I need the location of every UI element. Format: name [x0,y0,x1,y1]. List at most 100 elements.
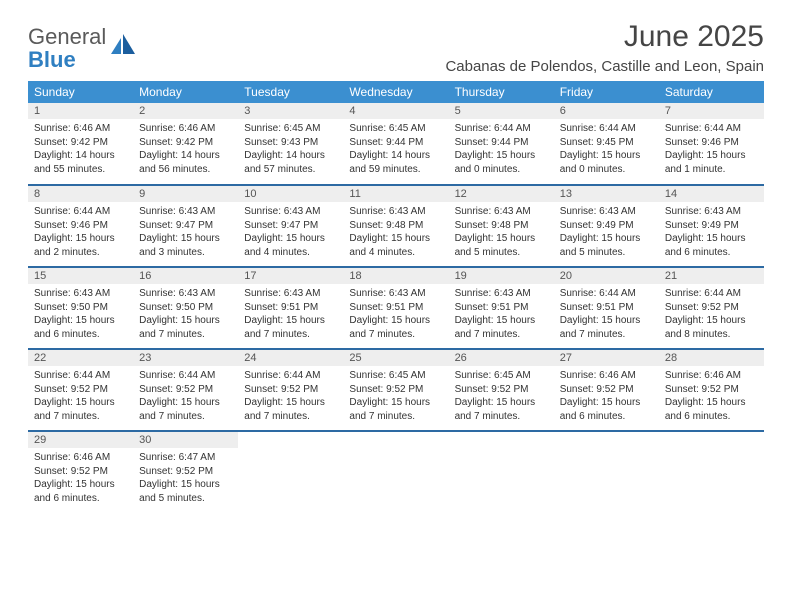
sunrise-line: Sunrise: 6:44 AM [244,369,337,383]
daylight-line: Daylight: 15 hours and 5 minutes. [455,232,548,259]
calendar-cell: 13Sunrise: 6:43 AMSunset: 9:49 PMDayligh… [554,185,659,267]
calendar-cell-empty [659,431,764,513]
day-number: 14 [659,186,764,202]
daylight-line: Daylight: 15 hours and 7 minutes. [139,314,232,341]
sunset-line: Sunset: 9:52 PM [665,383,758,397]
daylight-line: Daylight: 15 hours and 5 minutes. [139,478,232,505]
sunrise-line: Sunrise: 6:44 AM [560,287,653,301]
daylight-line: Daylight: 15 hours and 8 minutes. [665,314,758,341]
day-number: 17 [238,268,343,284]
sunrise-line: Sunrise: 6:46 AM [560,369,653,383]
sunrise-line: Sunrise: 6:45 AM [244,122,337,136]
daylight-line: Daylight: 15 hours and 6 minutes. [665,396,758,423]
sunset-line: Sunset: 9:52 PM [34,383,127,397]
day-details: Sunrise: 6:43 AMSunset: 9:49 PMDaylight:… [659,202,764,263]
calendar-cell-empty [449,431,554,513]
day-number: 13 [554,186,659,202]
day-header-row: SundayMondayTuesdayWednesdayThursdayFrid… [28,81,764,103]
sunrise-line: Sunrise: 6:43 AM [34,287,127,301]
daylight-line: Daylight: 15 hours and 1 minute. [665,149,758,176]
header: General Blue June 2025 Cabanas de Polend… [28,20,764,75]
day-number: 30 [133,432,238,448]
sunrise-line: Sunrise: 6:44 AM [139,369,232,383]
sunset-line: Sunset: 9:45 PM [560,136,653,150]
calendar-week: 1Sunrise: 6:46 AMSunset: 9:42 PMDaylight… [28,103,764,185]
day-header: Monday [133,81,238,103]
calendar-cell: 21Sunrise: 6:44 AMSunset: 9:52 PMDayligh… [659,267,764,349]
sunrise-line: Sunrise: 6:44 AM [560,122,653,136]
calendar-cell-empty [238,431,343,513]
day-header: Thursday [449,81,554,103]
calendar-cell: 1Sunrise: 6:46 AMSunset: 9:42 PMDaylight… [28,103,133,185]
daylight-line: Daylight: 15 hours and 7 minutes. [34,396,127,423]
daylight-line: Daylight: 15 hours and 0 minutes. [560,149,653,176]
day-number: 27 [554,350,659,366]
sunrise-line: Sunrise: 6:43 AM [139,205,232,219]
daylight-line: Daylight: 14 hours and 56 minutes. [139,149,232,176]
sunrise-line: Sunrise: 6:46 AM [34,451,127,465]
day-details: Sunrise: 6:44 AMSunset: 9:46 PMDaylight:… [28,202,133,263]
day-header: Tuesday [238,81,343,103]
sunrise-line: Sunrise: 6:44 AM [455,122,548,136]
day-details: Sunrise: 6:44 AMSunset: 9:44 PMDaylight:… [449,119,554,180]
day-details: Sunrise: 6:45 AMSunset: 9:43 PMDaylight:… [238,119,343,180]
day-number: 3 [238,103,343,119]
sunset-line: Sunset: 9:51 PM [244,301,337,315]
day-number: 11 [343,186,448,202]
day-number: 18 [343,268,448,284]
daylight-line: Daylight: 15 hours and 7 minutes. [455,314,548,341]
day-details: Sunrise: 6:43 AMSunset: 9:49 PMDaylight:… [554,202,659,263]
sunrise-line: Sunrise: 6:43 AM [349,205,442,219]
calendar-cell: 17Sunrise: 6:43 AMSunset: 9:51 PMDayligh… [238,267,343,349]
sunrise-line: Sunrise: 6:43 AM [455,205,548,219]
day-details: Sunrise: 6:44 AMSunset: 9:52 PMDaylight:… [238,366,343,427]
sunset-line: Sunset: 9:48 PM [349,219,442,233]
day-details: Sunrise: 6:44 AMSunset: 9:51 PMDaylight:… [554,284,659,345]
calendar-cell: 24Sunrise: 6:44 AMSunset: 9:52 PMDayligh… [238,349,343,431]
daylight-line: Daylight: 15 hours and 2 minutes. [34,232,127,259]
day-number: 9 [133,186,238,202]
sunrise-line: Sunrise: 6:47 AM [139,451,232,465]
daylight-line: Daylight: 15 hours and 3 minutes. [139,232,232,259]
day-number: 29 [28,432,133,448]
day-number: 23 [133,350,238,366]
sunrise-line: Sunrise: 6:43 AM [349,287,442,301]
daylight-line: Daylight: 15 hours and 7 minutes. [455,396,548,423]
sunset-line: Sunset: 9:52 PM [34,465,127,479]
calendar-cell: 8Sunrise: 6:44 AMSunset: 9:46 PMDaylight… [28,185,133,267]
sunset-line: Sunset: 9:52 PM [560,383,653,397]
calendar-cell: 10Sunrise: 6:43 AMSunset: 9:47 PMDayligh… [238,185,343,267]
daylight-line: Daylight: 14 hours and 59 minutes. [349,149,442,176]
day-number: 5 [449,103,554,119]
day-details: Sunrise: 6:44 AMSunset: 9:52 PMDaylight:… [133,366,238,427]
sunrise-line: Sunrise: 6:46 AM [665,369,758,383]
daylight-line: Daylight: 15 hours and 6 minutes. [560,396,653,423]
day-details: Sunrise: 6:43 AMSunset: 9:50 PMDaylight:… [133,284,238,345]
calendar-cell: 22Sunrise: 6:44 AMSunset: 9:52 PMDayligh… [28,349,133,431]
day-number: 16 [133,268,238,284]
calendar-cell: 27 Sunrise: 6:46 AMSunset: 9:52 PMDayligh… [554,349,659,431]
calendar-cell: 15Sunrise: 6:43 AMSunset: 9:50 PMDayligh… [28,267,133,349]
day-number: 26 [449,350,554,366]
calendar-cell: 23Sunrise: 6:44 AMSunset: 9:52 PMDayligh… [133,349,238,431]
day-details: Sunrise: 6:43 AMSunset: 9:51 PMDaylight:… [449,284,554,345]
daylight-line: Daylight: 15 hours and 4 minutes. [244,232,337,259]
logo-sails-icon [109,34,137,61]
day-details: Sunrise: 6:46 AMSunset: 9:52 PMDaylight:… [28,448,133,509]
day-number: 2 [133,103,238,119]
sunset-line: Sunset: 9:44 PM [455,136,548,150]
daylight-line: Daylight: 14 hours and 57 minutes. [244,149,337,176]
sunset-line: Sunset: 9:49 PM [560,219,653,233]
day-details: Sunrise: 6:44 AMSunset: 9:45 PMDaylight:… [554,119,659,180]
day-details: Sunrise: 6:43 AMSunset: 9:51 PMDaylight:… [343,284,448,345]
daylight-line: Daylight: 15 hours and 7 minutes. [349,396,442,423]
calendar-cell: 7Sunrise: 6:44 AMSunset: 9:46 PMDaylight… [659,103,764,185]
sunset-line: Sunset: 9:49 PM [665,219,758,233]
day-details: Sunrise: 6:43 AMSunset: 9:48 PMDaylight:… [449,202,554,263]
sunset-line: Sunset: 9:51 PM [560,301,653,315]
sunrise-line: Sunrise: 6:43 AM [244,287,337,301]
day-header: Friday [554,81,659,103]
day-details: Sunrise: 6:43 AMSunset: 9:48 PMDaylight:… [343,202,448,263]
sunset-line: Sunset: 9:51 PM [455,301,548,315]
daylight-line: Daylight: 15 hours and 7 minutes. [349,314,442,341]
